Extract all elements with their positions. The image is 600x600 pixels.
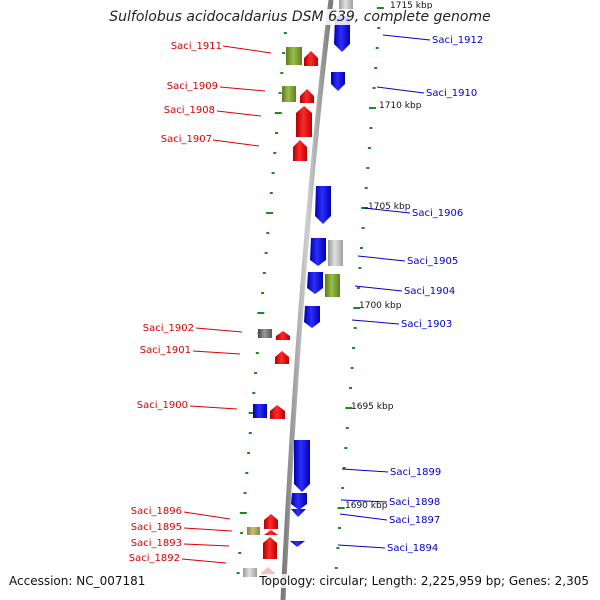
gene-arrow-saci-1901 (275, 351, 289, 364)
gene-block-saci-1900 (253, 404, 267, 418)
gene-arrow-saci-1909 (300, 89, 314, 103)
genome-backbone (280, 0, 334, 600)
gene-block-saci-1892 (243, 568, 257, 577)
gene-block-saci-1895 (247, 527, 260, 535)
kbp-label-1705: 1705 kbp (368, 202, 411, 212)
gene-arrow-saci-1896 (264, 514, 278, 529)
gene-label-saci-1908: Saci_1908 (164, 105, 215, 116)
gene-arrow-saci-1906 (315, 186, 331, 224)
gene-label-saci-1892: Saci_1892 (129, 553, 180, 564)
forward-genes (243, 47, 318, 578)
gene-label-saci-1910: Saci_1910 (426, 88, 477, 99)
reverse-gene-labels: Saci_1912 Saci_1910 Saci_1906 Saci_1905 … (387, 35, 483, 554)
gene-arrow-saci-1911 (304, 51, 318, 66)
gene-arrow-saci-1897 (291, 509, 306, 517)
gene-label-saci-1901: Saci_1901 (140, 345, 191, 356)
leader-lines (181, 34, 431, 564)
gene-arrow-saci-1907 (293, 140, 307, 161)
gene-label-saci-1904: Saci_1904 (404, 286, 455, 297)
gene-block-saci-1904 (325, 274, 340, 297)
gene-label-saci-1900: Saci_1900 (137, 400, 188, 411)
forward-gene-labels: Saci_1911 Saci_1909 Saci_1908 Saci_1907 … (129, 41, 222, 564)
gene-arrow-saci-1898 (291, 493, 307, 510)
gene-label-saci-1907: Saci_1907 (161, 134, 212, 145)
gene-label-saci-1893: Saci_1893 (131, 538, 182, 549)
gene-block-saci-1911 (286, 47, 302, 65)
gene-block-saci-1902 (258, 329, 272, 338)
gene-block-saci-1909 (282, 86, 296, 102)
page-title: Sulfolobus acidocaldarius DSM 639, compl… (0, 9, 600, 25)
gene-arrow-saci-1912 (334, 16, 350, 52)
gene-label-saci-1899: Saci_1899 (390, 467, 441, 478)
gene-block-saci-1905 (328, 240, 343, 266)
summary-text: Topology: circular; Length: 2,225,959 bp… (259, 574, 589, 588)
gene-label-saci-1906: Saci_1906 (412, 208, 463, 219)
gene-arrow-saci-1900 (270, 405, 285, 419)
gene-arrow-saci-1905-a (310, 238, 326, 266)
gene-label-saci-1895: Saci_1895 (131, 522, 182, 533)
gene-label-saci-1898: Saci_1898 (389, 497, 440, 508)
gene-label-saci-1912: Saci_1912 (432, 35, 483, 46)
gene-label-saci-1903: Saci_1903 (401, 319, 452, 330)
tick-marks (236, 7, 384, 574)
gene-arrow-saci-1903 (304, 306, 320, 328)
kbp-label-1715: 1715 kbp (390, 1, 433, 11)
accession-text: Accession: NC_007181 (9, 574, 146, 588)
gene-label-saci-1909: Saci_1909 (167, 81, 218, 92)
gene-label-saci-1905: Saci_1905 (407, 256, 458, 267)
kbp-label-1695: 1695 kbp (351, 402, 394, 412)
gene-label-saci-1911: Saci_1911 (171, 41, 222, 52)
gene-arrow-saci-1899 (294, 440, 310, 492)
kbp-markers: 1715 kbp 1710 kbp 1705 kbp 1700 kbp 1695… (345, 1, 433, 511)
kbp-label-1700: 1700 kbp (359, 301, 402, 311)
gene-label-saci-1894: Saci_1894 (387, 543, 438, 554)
gene-arrow-saci-1895 (264, 530, 278, 535)
kbp-label-1690: 1690 kbp (345, 501, 388, 511)
gene-label-saci-1897: Saci_1897 (389, 515, 440, 526)
gene-label-saci-1902: Saci_1902 (143, 323, 194, 334)
gene-arrow-saci-1904-a (307, 272, 323, 294)
gene-arrow-saci-1910 (331, 72, 345, 91)
gene-label-saci-1896: Saci_1896 (131, 506, 182, 517)
gene-arrow-saci-1894 (290, 541, 305, 547)
kbp-label-1710: 1710 kbp (379, 101, 422, 111)
gene-arrow-saci-1893 (263, 537, 277, 559)
gene-arrow-saci-1902 (276, 331, 290, 340)
gene-arrow-saci-1908 (296, 106, 312, 137)
